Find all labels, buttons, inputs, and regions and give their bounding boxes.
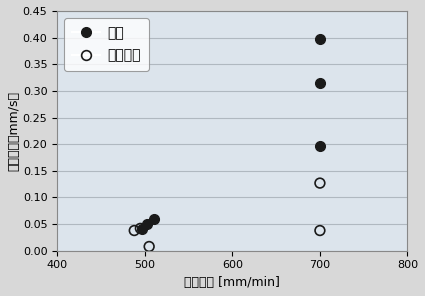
割れ — [317, 36, 323, 41]
割れ — [317, 81, 323, 85]
割れ — [144, 222, 151, 226]
割れ — [139, 227, 145, 232]
割れ — [317, 144, 323, 148]
割れなし — [317, 181, 323, 186]
割れなし — [137, 226, 144, 231]
割れなし — [131, 228, 138, 233]
割れなし — [317, 228, 323, 233]
Y-axis label: 変位速度［mm/s］: 変位速度［mm/s］ — [7, 91, 20, 171]
Legend: 割れ, 割れなし: 割れ, 割れなし — [64, 18, 149, 71]
割れ — [150, 216, 157, 221]
割れなし — [146, 244, 153, 249]
X-axis label: 溢接速度 [mm/min]: 溢接速度 [mm/min] — [184, 276, 280, 289]
